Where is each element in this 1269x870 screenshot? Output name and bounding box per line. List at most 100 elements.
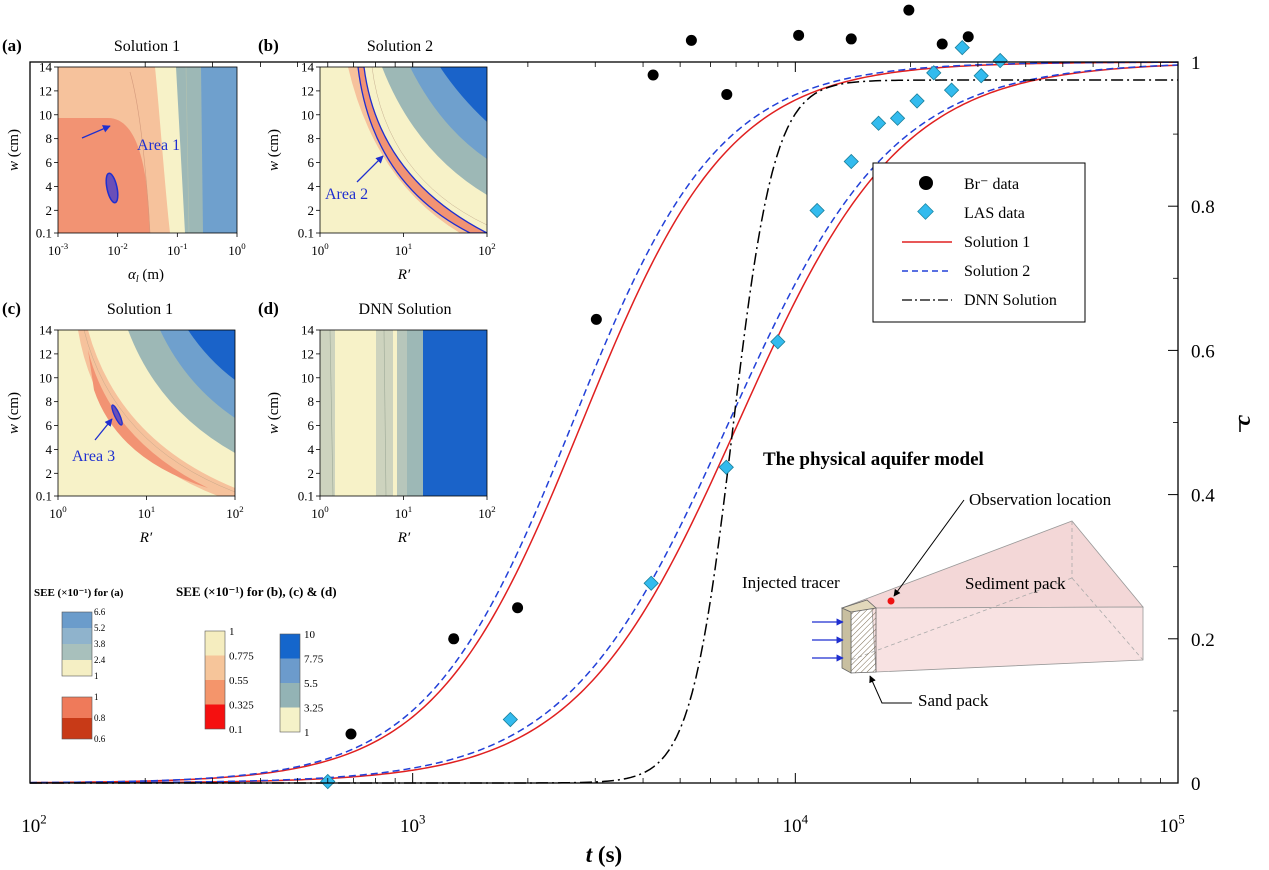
- las-data-point: [889, 110, 906, 126]
- inset-b: (b) Solution 2 Area 2: [258, 36, 488, 234]
- inset-c-title: Solution 1: [107, 301, 173, 318]
- y-tick-label: 1: [1191, 53, 1201, 74]
- y-tick-label: 0.8: [1191, 197, 1215, 218]
- colorbar-tick-label: 1: [229, 626, 235, 638]
- inset-y-tick-label: 6: [46, 418, 53, 433]
- curve-dnn-solution-0: [30, 79, 1178, 784]
- y-tick-label: 0: [1191, 774, 1201, 795]
- inset-b-panel-label: (b): [258, 36, 279, 55]
- colorbar-frame: [61, 611, 93, 677]
- inset-x-tick-label: 101: [138, 504, 155, 521]
- inset-y-tick-label: 4: [46, 179, 53, 194]
- br-data-point: [512, 602, 524, 614]
- sediment-front-face: [871, 606, 1144, 673]
- inset-d-heatmap: [320, 330, 487, 496]
- las-data-point: [843, 153, 859, 170]
- inset-x-tick-label: 102: [478, 241, 495, 258]
- svg-text:c: c: [1230, 414, 1256, 425]
- inset-y-tick-label: 0.1: [298, 489, 314, 504]
- y-tick-label: 0.2: [1191, 630, 1215, 651]
- main-x-axis-title: t (s): [586, 842, 622, 867]
- sand-label: Sand pack: [918, 691, 989, 710]
- colorbar-swatch: [280, 634, 300, 659]
- main-x-axis: 102 103 104 105: [21, 62, 1185, 837]
- inset-y-tick-label: 8: [46, 131, 53, 146]
- inset-y-tick-label: 14: [301, 323, 315, 338]
- inset-b-heatmap: [320, 67, 487, 233]
- inset-x-tick-label: 100: [228, 241, 246, 258]
- colorbar-tick-label: 1: [304, 727, 310, 739]
- colorbar-swatch: [62, 628, 92, 644]
- inset-y-tick-label: 4: [46, 442, 53, 457]
- legend-br-label: Br⁻ data: [964, 176, 1019, 193]
- colorbar-bcd-title: SEE (×10⁻¹) for (b), (c) & (d): [176, 584, 337, 599]
- colorbar-bcd: SEE (×10⁻¹) for (b), (c) & (d) 1 0.775 0.5…: [176, 584, 337, 739]
- inset-c-panel-label: (c): [2, 299, 21, 318]
- inset-d-ylabel: w (cm): [266, 392, 282, 434]
- colorbar-tick-label: 7.75: [304, 653, 324, 665]
- aquifer-schematic: The physical aquifer model Observation l…: [742, 449, 1144, 710]
- curve-solution-2-0: [29, 61, 1179, 784]
- inset-b-annotation: Area 2: [325, 186, 368, 203]
- br-data-point: [793, 29, 805, 41]
- las-data-point: [943, 82, 960, 98]
- main-chart: 102 103 104 105 00.20.40.60.81 t (s) c: [21, 4, 1256, 867]
- br-data-point: [962, 31, 974, 43]
- colorbar-tick-label: 3.25: [304, 702, 324, 714]
- br-data-point: [685, 34, 697, 46]
- inset-a-panel-label: (a): [2, 36, 22, 55]
- inset-y-tick-label: 10: [39, 107, 52, 122]
- inset-d-panel-label: (d): [258, 299, 279, 318]
- inset-c-xlabel: R′: [139, 530, 153, 546]
- colorbar-bcd-right: 10 7.75 5.5 3.25 1: [279, 629, 324, 739]
- colorbar-swatch: [205, 704, 225, 729]
- inset-d-xlabel: R′: [397, 530, 411, 546]
- colorbar-swatch: [62, 612, 92, 628]
- br-data-point: [936, 38, 948, 50]
- las-data-point: [954, 39, 970, 56]
- colorbar-a-lower: 1 0.8 0.6: [61, 692, 106, 744]
- inset-y-tick-label: 12: [39, 346, 52, 361]
- colorbar-swatch: [280, 683, 300, 708]
- colorbar-a: SEE (×10⁻¹) for (a) 6.6 5.2 3.8 2.4 1 1 0.8 0.…: [34, 587, 124, 744]
- colorbar-tick-label: 0.6: [94, 734, 106, 744]
- br-data-point: [590, 313, 602, 325]
- inset-a-heatmap: [58, 67, 237, 233]
- inset-x-tick-label: 10-2: [107, 241, 127, 258]
- br-data-point: [448, 633, 460, 645]
- inset-y-tick-label: 6: [46, 155, 53, 170]
- inset-y-tick-label: 0.1: [36, 226, 52, 241]
- inset-c-heatmap: [58, 330, 235, 496]
- colorbar-swatch: [280, 658, 300, 683]
- br-data-point: [845, 33, 857, 45]
- colorbar-tick-label: 2.4: [94, 655, 106, 665]
- curve-solution-2-1: [29, 64, 1179, 784]
- las-data-point: [643, 575, 659, 591]
- las-data-point: [992, 52, 1008, 69]
- inset-y-tick-label: 10: [39, 370, 52, 385]
- legend-br-marker: [919, 176, 933, 190]
- br-data-point: [647, 69, 659, 81]
- inset-a-xlabel: αl (m): [128, 267, 164, 285]
- y-tick-label: 0.6: [1191, 341, 1215, 362]
- inset-y-tick-label: 0.1: [298, 226, 314, 241]
- colorbar-frame: [204, 630, 226, 730]
- main-curves: [29, 61, 1179, 784]
- main-points: [320, 4, 1008, 790]
- inset-a: (a) Solution 1 Area 1: [2, 36, 238, 234]
- colorbar-tick-label: 0.325: [229, 699, 254, 711]
- inset-b-ylabel: w (cm): [266, 129, 282, 171]
- main-y-axis: 0 0.2 0.4 0.6 0.8 1: [1168, 53, 1215, 795]
- inset-x-tick-label: 10-1: [167, 241, 187, 258]
- colorbar-swatch: [205, 655, 225, 680]
- colorbar-tick-label: 10: [304, 629, 316, 641]
- colorbar-tick-label: 1: [94, 692, 99, 702]
- sand-pack-side: [841, 607, 852, 674]
- las-data-point: [718, 459, 734, 475]
- colorbar-tick-label: 3.8: [94, 639, 106, 649]
- schematic-title: The physical aquifer model: [763, 449, 984, 470]
- injected-label: Injected tracer: [742, 573, 840, 592]
- inset-x-tick-label: 100: [49, 504, 67, 521]
- inset-y-tick-label: 14: [39, 323, 53, 338]
